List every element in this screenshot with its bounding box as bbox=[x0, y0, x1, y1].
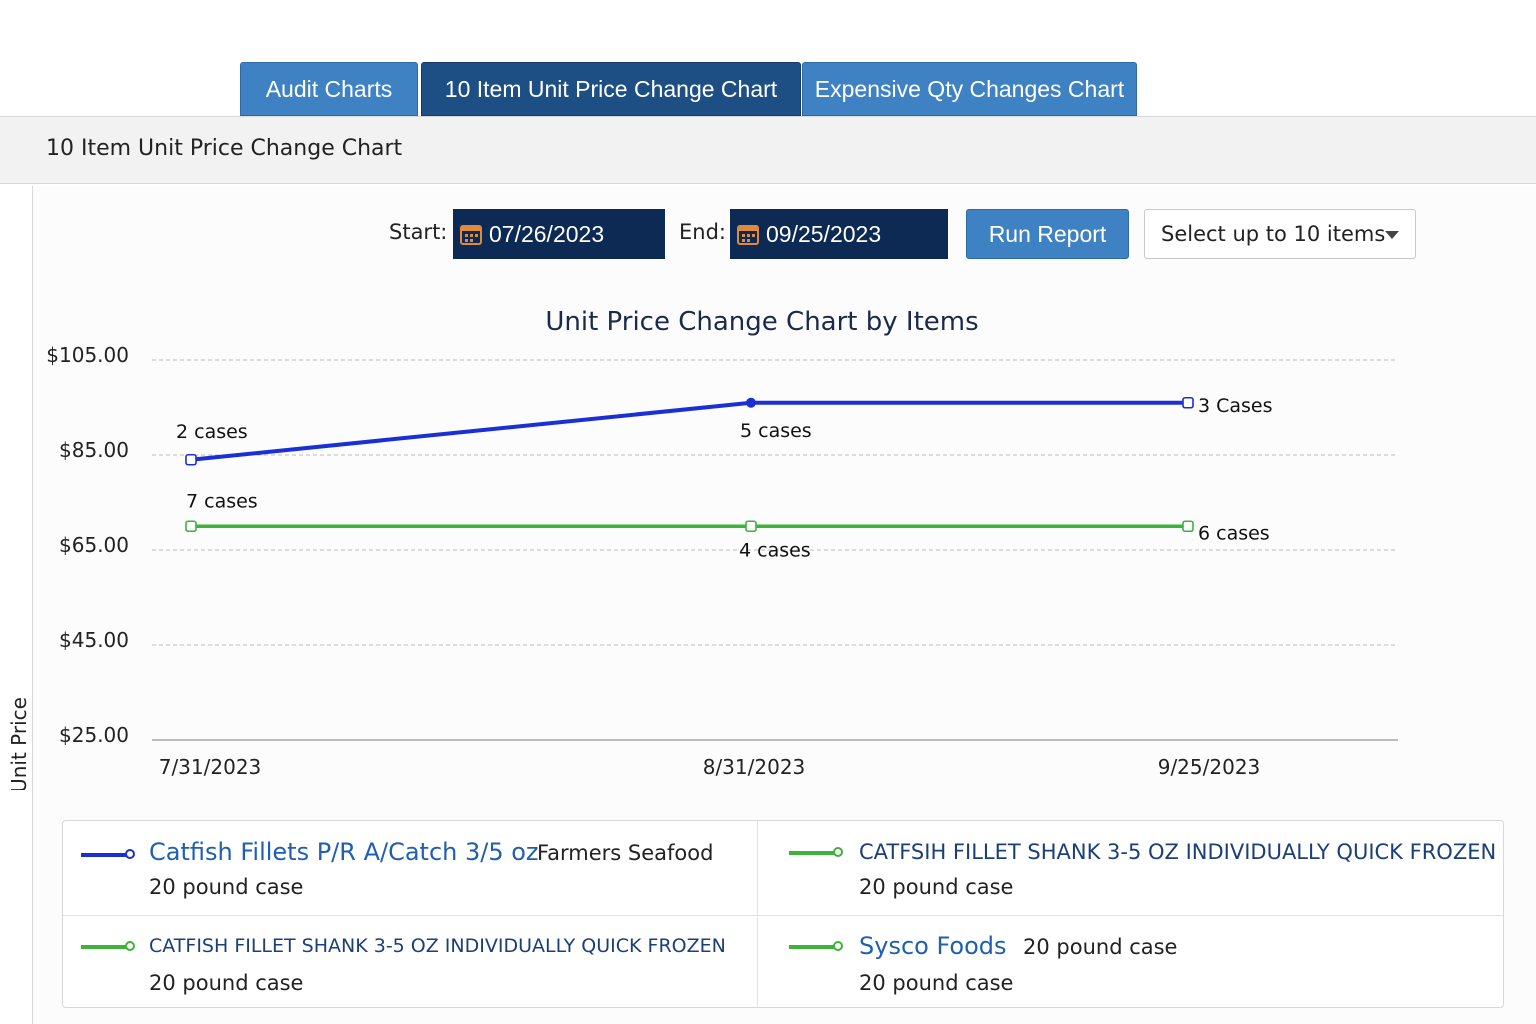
legend-marker bbox=[125, 849, 135, 859]
end-date-input[interactable]: 09/25/2023 bbox=[730, 209, 948, 259]
item-select-label: Select up to 10 items bbox=[1161, 222, 1386, 246]
legend-item-name[interactable]: Sysco Foods bbox=[859, 932, 1007, 960]
x-tick-label: 9/25/2023 bbox=[1158, 755, 1261, 779]
tab-expensive-qty-changes[interactable]: Expensive Qty Changes Chart bbox=[802, 62, 1137, 116]
chart-legend: Catfish Fillets P/R A/Catch 3/5 oz Farme… bbox=[62, 820, 1504, 1008]
legend-line-swatch bbox=[789, 945, 837, 949]
legend-line-swatch bbox=[81, 945, 129, 949]
data-point[interactable] bbox=[745, 520, 757, 533]
run-report-button[interactable]: Run Report bbox=[966, 209, 1129, 259]
start-date-input[interactable]: 07/26/2023 bbox=[453, 209, 665, 259]
legend-item-pack: 20 pound case bbox=[859, 875, 1014, 899]
data-point[interactable] bbox=[185, 453, 197, 466]
x-tick-label: 7/31/2023 bbox=[159, 755, 262, 779]
price-change-chart: Unit Price Change Chart by Items Unit Pr… bbox=[7, 307, 1398, 790]
data-point[interactable] bbox=[185, 520, 197, 533]
data-label: 5 cases bbox=[740, 420, 812, 442]
chevron-down-icon bbox=[1385, 231, 1399, 239]
y-tick-label: $85.00 bbox=[59, 438, 129, 462]
legend-divider bbox=[757, 821, 758, 1007]
legend-item-name[interactable]: Catfish Fillets P/R A/Catch 3/5 oz bbox=[149, 838, 539, 866]
legend-item-vendor: 20 pound case bbox=[1023, 935, 1178, 959]
legend-marker bbox=[833, 941, 843, 951]
start-date-value: 07/26/2023 bbox=[489, 220, 605, 247]
data-point[interactable] bbox=[746, 397, 756, 408]
legend-item-pack: 20 pound case bbox=[859, 971, 1014, 995]
section-title: 10 Item Unit Price Change Chart bbox=[46, 136, 403, 161]
y-tick-label: $25.00 bbox=[59, 723, 129, 747]
legend-divider bbox=[63, 915, 1503, 916]
tab-unit-price-change[interactable]: 10 Item Unit Price Change Chart bbox=[421, 62, 801, 116]
y-tick-label: $105.00 bbox=[46, 343, 129, 367]
data-label: 6 cases bbox=[1198, 522, 1270, 544]
end-date-value: 09/25/2023 bbox=[766, 220, 882, 247]
calendar-icon[interactable] bbox=[460, 223, 482, 245]
end-label: End: bbox=[679, 220, 726, 244]
data-point[interactable] bbox=[1182, 396, 1194, 409]
legend-line-swatch bbox=[789, 851, 837, 855]
left-divider bbox=[32, 186, 33, 1024]
y-tick-label: $45.00 bbox=[59, 628, 129, 652]
tab-audit-charts[interactable]: Audit Charts bbox=[240, 62, 418, 116]
y-axis-label: Unit Price bbox=[7, 697, 31, 790]
data-label: 4 cases bbox=[739, 539, 811, 561]
legend-item-name[interactable]: CATFSIH FILLET SHANK 3-5 OZ INDIVIDUALLY… bbox=[859, 840, 1497, 864]
legend-marker bbox=[125, 941, 135, 951]
legend-item-name[interactable]: CATFISH FILLET SHANK 3-5 OZ INDIVIDUALLY… bbox=[149, 935, 726, 957]
chart-title: Unit Price Change Chart by Items bbox=[545, 307, 978, 337]
legend-item-vendor: Farmers Seafood bbox=[537, 841, 714, 865]
section-header: 10 Item Unit Price Change Chart bbox=[0, 116, 1536, 184]
data-point[interactable] bbox=[1182, 520, 1194, 533]
start-label: Start: bbox=[389, 220, 448, 244]
item-select-dropdown[interactable]: Select up to 10 items bbox=[1144, 209, 1416, 259]
series-line bbox=[190, 400, 1188, 462]
calendar-icon[interactable] bbox=[737, 223, 759, 245]
data-label: 7 cases bbox=[186, 490, 258, 512]
y-tick-label: $65.00 bbox=[59, 533, 129, 557]
data-label: 3 Cases bbox=[1198, 395, 1273, 417]
legend-item-pack: 20 pound case bbox=[149, 971, 304, 995]
data-label: 2 cases bbox=[176, 421, 248, 443]
legend-marker bbox=[833, 847, 843, 857]
legend-line-swatch bbox=[81, 853, 129, 857]
legend-item-pack: 20 pound case bbox=[149, 875, 304, 899]
x-tick-label: 8/31/2023 bbox=[703, 755, 806, 779]
